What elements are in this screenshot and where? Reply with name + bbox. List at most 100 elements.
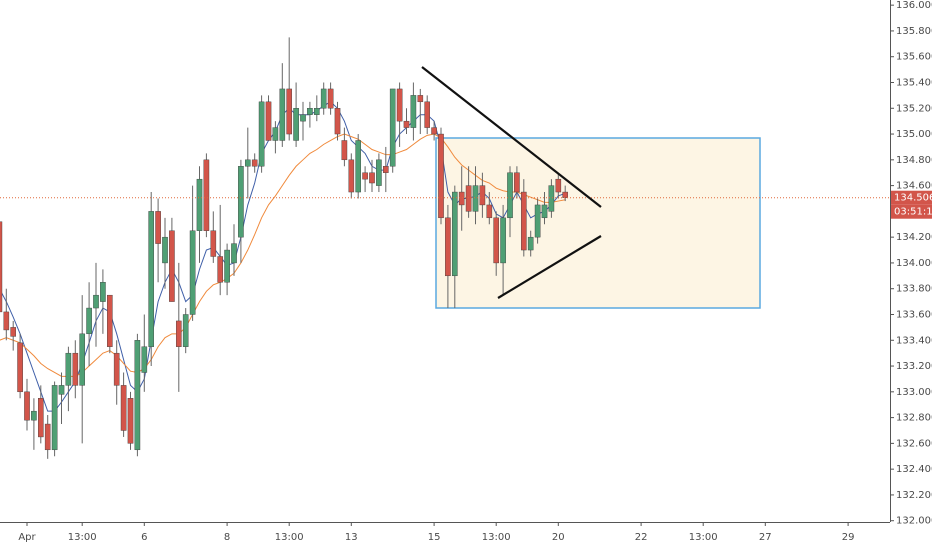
candle-body [527,236,534,251]
x-tick-label: 13:00 [275,532,304,543]
candle-body [376,159,382,186]
candle-body [231,243,237,264]
y-tick-label: 133.200 [896,361,932,372]
candle-body [362,172,368,180]
candle-body [314,108,320,115]
candle-body [72,352,79,386]
x-tick-label: 27 [759,532,772,543]
axes: 136.000 135.800 135.600 135.400 135.200 135.0… [18,0,932,543]
candle-body [445,217,451,277]
candle-body [169,230,175,302]
candle-body [100,282,106,302]
y-tick-label: 132.200 [896,490,932,501]
candle-body [86,307,92,335]
y-tick-label: 135.400 [896,77,932,88]
y-tick-label: 133.400 [896,335,932,346]
candle-body [500,217,506,264]
x-tick-label: 13 [345,532,358,543]
candle-body [458,191,465,206]
candle-body [514,172,520,193]
x-tick-label: 15 [428,532,441,543]
candle-body [251,159,258,167]
y-tick-label: 132.400 [896,464,932,475]
x-tick-label: 6 [141,532,147,543]
candle-body [65,352,72,386]
candle-body [24,391,30,421]
candle-body [120,385,127,431]
candle-body [127,398,134,444]
candle-body [521,191,527,251]
y-tick-label: 134.800 [896,155,932,166]
candle-body [541,204,548,219]
y-tick-label: 135.000 [896,129,932,140]
candle-body [93,294,99,309]
candle-body [175,320,182,347]
candle-body [31,410,37,421]
candle-body [210,230,217,257]
candle-body [162,236,168,264]
y-tick-label: 134.600 [896,181,932,192]
candle-body [548,185,555,212]
candle-body [424,101,431,128]
candle-body [155,211,161,244]
y-tick-label: 136.000 [896,0,932,11]
candle-body [369,172,375,184]
countdown: 03:51:15 [894,207,932,218]
candle-body [258,101,265,167]
candle-body [79,333,85,386]
y-tick-label: 132.800 [896,413,932,424]
trend-line [421,66,602,208]
candle-body [562,191,568,198]
candle-body [293,108,299,141]
y-tick-label: 135.200 [896,103,932,114]
candle-body [196,178,203,231]
candle-body [141,346,148,373]
candle-body [286,88,293,135]
candle-body [148,211,155,347]
x-tick-label: 20 [552,532,565,543]
trend-line [497,235,602,299]
candle-body [203,159,210,231]
x-tick-label: 29 [842,532,855,543]
candle-body [341,140,348,161]
price-label-box [891,190,932,205]
candle-body [189,230,196,315]
y-tick-label: 133.000 [896,387,932,398]
candle-body [348,159,355,193]
candle-body [106,294,113,347]
candle-body [534,204,541,238]
candle-body [265,101,272,141]
y-tick-label: 132.600 [896,438,932,449]
candle-body [224,249,230,283]
x-tick-label: Apr [18,532,36,543]
candle-body [479,185,486,206]
y-tick-label: 133.600 [896,309,932,320]
y-tick-label: 134.200 [896,232,932,243]
candle-body [396,88,403,122]
candle-body [238,166,244,238]
candle-body [300,114,306,122]
y-tick-label: 135.800 [896,26,932,37]
candle-body [272,127,279,141]
candle-body [58,385,65,395]
candle-body [10,327,17,337]
candle-body [244,159,251,167]
candle-body [410,95,417,128]
candle-body [182,314,189,347]
candle-body [389,88,396,167]
candle-body [355,140,362,193]
price-label: 134.506 [894,193,932,204]
candle-body [472,185,479,212]
candle-body [51,385,58,451]
candle-body [279,88,286,141]
candle-body [38,398,44,438]
x-tick-label: 22 [635,532,648,543]
candle-body [44,423,51,451]
candle-body [452,191,458,277]
candle-body [113,352,120,386]
y-tick-label: 134.000 [896,258,932,269]
y-tick-label: 132.000 [896,516,932,527]
candle-body [327,88,334,109]
x-tick-label: 8 [224,532,230,543]
